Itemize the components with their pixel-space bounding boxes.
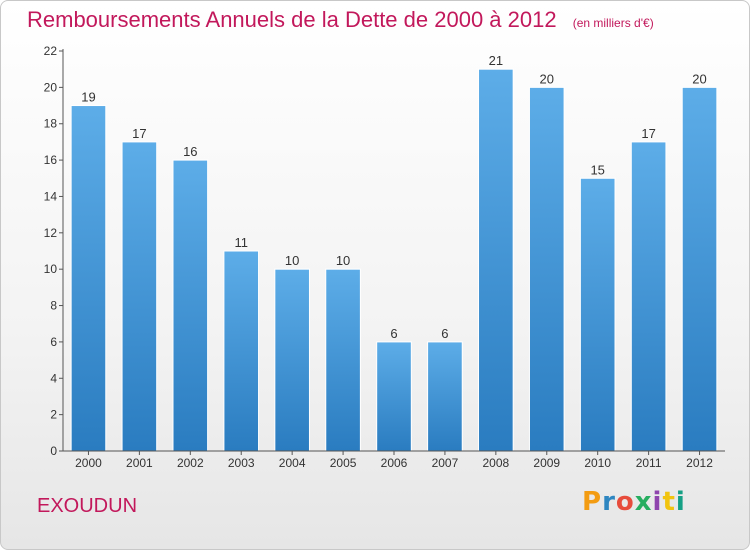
- bar-2004: [274, 268, 310, 452]
- x-tick-label: 2006: [381, 456, 408, 470]
- logo-letter: i: [675, 487, 686, 517]
- x-tick-label: 2010: [584, 456, 611, 470]
- y-tick-label: 6: [50, 335, 57, 349]
- y-tick-label: 20: [44, 80, 58, 94]
- bar-2003: [223, 250, 260, 452]
- logo-letter: t: [662, 487, 676, 517]
- y-tick-label: 16: [44, 153, 58, 167]
- x-tick-label: 2012: [686, 456, 713, 470]
- bar-2012: [681, 86, 718, 452]
- logo-letter: i: [652, 487, 663, 517]
- bar-2009: [528, 86, 565, 452]
- proxiti-logo: Proxiti: [582, 487, 686, 517]
- bar-value-label: 16: [183, 144, 197, 159]
- x-tick-label: 2005: [330, 456, 357, 470]
- y-tick-label: 2: [50, 408, 57, 422]
- y-tick-label: 22: [44, 44, 58, 58]
- bar-value-label: 20: [692, 71, 706, 86]
- y-tick-label: 8: [50, 299, 57, 313]
- bar-2001: [121, 141, 158, 452]
- bar-value-label: 17: [641, 126, 655, 141]
- y-tick-label: 10: [44, 262, 58, 276]
- x-tick-label: 2002: [177, 456, 204, 470]
- bar-value-label: 6: [390, 326, 397, 341]
- bar-2011: [630, 141, 667, 452]
- bar-value-label: 20: [540, 71, 554, 86]
- bar-value-label: 10: [336, 253, 350, 268]
- logo-letter: P: [582, 487, 603, 517]
- x-tick-label: 2001: [126, 456, 153, 470]
- y-axis: 0 2 4 6 8 10 12 14 16 18 20 22: [44, 44, 64, 458]
- x-tick-label: 2008: [482, 456, 509, 470]
- bar-2010: [579, 177, 616, 452]
- bar-value-label: 6: [441, 326, 448, 341]
- bar-value-label: 10: [285, 253, 299, 268]
- bar-2005: [325, 268, 361, 452]
- bar-2008: [478, 68, 514, 452]
- logo-letter: x: [634, 487, 653, 517]
- bar-value-label: 15: [590, 162, 604, 177]
- bar-2002: [172, 159, 209, 452]
- y-tick-label: 18: [44, 117, 58, 131]
- bar-value-label: 19: [81, 90, 95, 105]
- bar-value-label: 21: [489, 53, 503, 68]
- bar-value-label: 11: [234, 235, 248, 250]
- x-tick-label: 2000: [75, 456, 102, 470]
- chart-unit-label: (en milliers d'€): [572, 16, 654, 30]
- chart-title-text: Remboursements Annuels de la Dette de 20…: [27, 7, 557, 32]
- bars: 19 17 16 11 10 10 6 6 21 20 15 17 20: [70, 53, 718, 452]
- y-tick-label: 4: [50, 371, 57, 385]
- x-tick-label: 2003: [228, 456, 255, 470]
- bar-2007: [427, 341, 463, 452]
- chart-title: Remboursements Annuels de la Dette de 20…: [27, 7, 654, 33]
- bar-2000: [70, 105, 107, 452]
- x-axis: 2000 2001 2002 2003 2004 2005 2006 2007 2008 2009…: [63, 450, 725, 470]
- y-tick-label: 14: [44, 189, 58, 203]
- place-name: EXOUDUN: [37, 495, 138, 517]
- y-tick-label: 0: [50, 444, 57, 458]
- x-tick-label: 2007: [432, 456, 459, 470]
- y-tick-label: 12: [44, 226, 58, 240]
- x-tick-label: 2011: [636, 456, 662, 470]
- logo-letter: o: [615, 487, 635, 517]
- x-tick-label: 2009: [533, 456, 560, 470]
- bar-value-label: 17: [132, 126, 146, 141]
- bar-2006: [376, 341, 412, 452]
- x-tick-label: 2004: [279, 456, 306, 470]
- logo-letter: r: [602, 487, 616, 517]
